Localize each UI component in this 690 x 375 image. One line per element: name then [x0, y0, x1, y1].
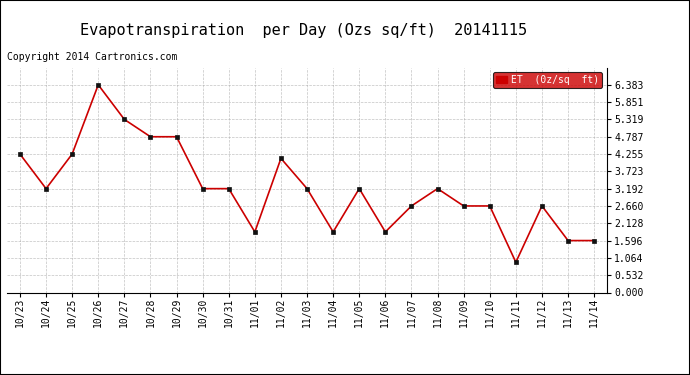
Legend: ET  (0z/sq  ft): ET (0z/sq ft) [493, 72, 602, 88]
Text: Copyright 2014 Cartronics.com: Copyright 2014 Cartronics.com [7, 53, 177, 63]
Text: Evapotranspiration  per Day (Ozs sq/ft)  20141115: Evapotranspiration per Day (Ozs sq/ft) 2… [80, 22, 527, 38]
